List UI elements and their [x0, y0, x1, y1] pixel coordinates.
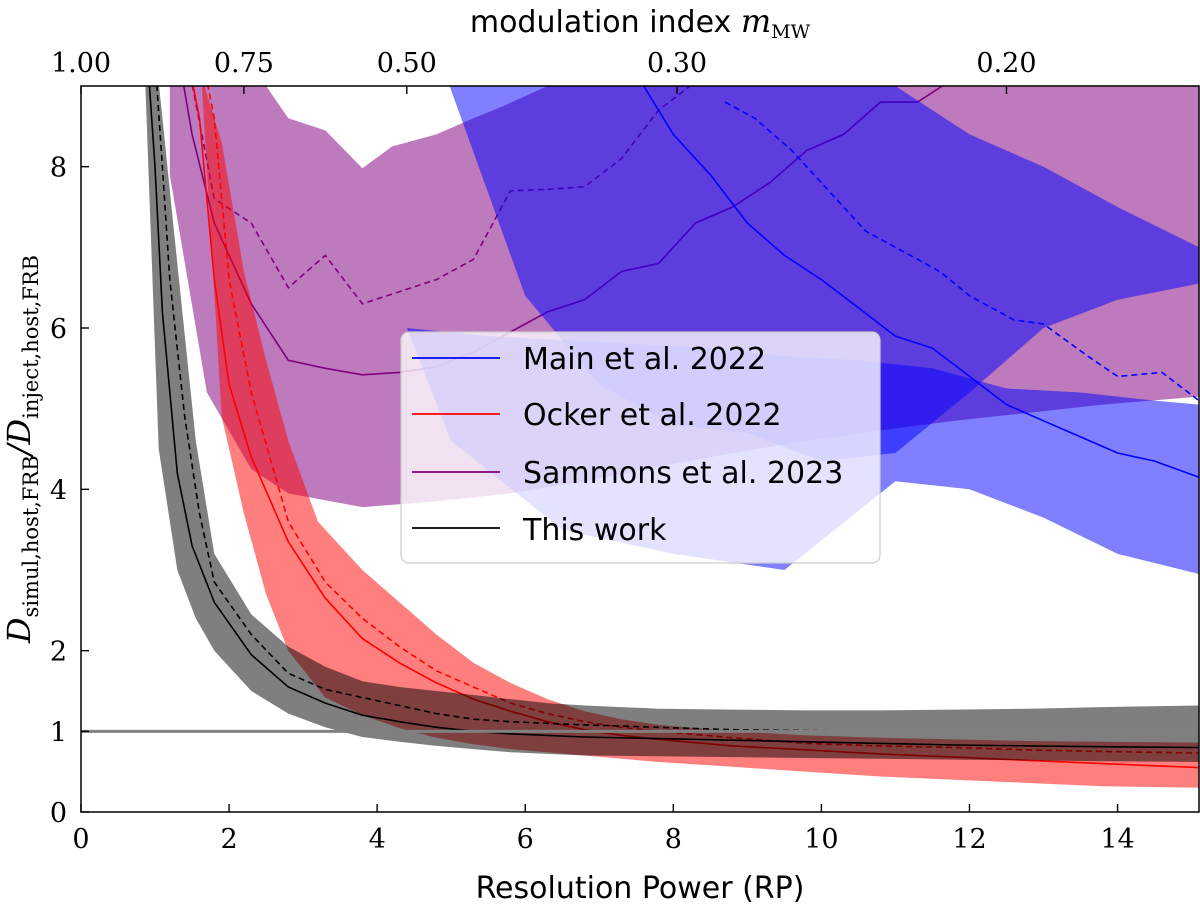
y-axis-label: Dsimul,host,FRB/Dinject,host,FRB: [0, 255, 43, 644]
legend-box: [400, 331, 881, 564]
top-tick-label: 0.75: [214, 48, 274, 79]
y-tick-label: 6: [50, 314, 67, 345]
x-tick-label: 10: [804, 824, 838, 855]
x-tick-label: 0: [72, 824, 89, 855]
y-label-slash: /D: [0, 419, 38, 458]
y-tick-label: 8: [50, 153, 67, 184]
main-et-al-2022-median-line: [643, 86, 1200, 478]
main-et-al-2022-mean-line: [724, 101, 1200, 402]
sammons-et-al-2023-mean-line: [191, 86, 692, 305]
top-tick-label: 0.30: [647, 48, 707, 79]
y-tick-label: 2: [50, 637, 67, 668]
x-tick-label: 12: [952, 824, 986, 855]
top-tick-label: 1.00: [51, 48, 111, 79]
legend-label-this-work: This work: [522, 513, 667, 548]
top-tick-label: 0.20: [976, 48, 1036, 79]
x-tick-label: 4: [369, 824, 386, 855]
x-axis-label: Resolution Power (RP): [476, 871, 805, 906]
top-axis-label-sub: MW: [771, 21, 810, 43]
x-tick-label: 2: [220, 824, 237, 855]
x-tick-label: 14: [1100, 824, 1134, 855]
legend-label-sammons: Sammons et al. 2023: [523, 456, 843, 491]
legend-label-ocker: Ocker et al. 2022: [523, 398, 782, 433]
x-tick-label: 8: [665, 824, 682, 855]
this-work-mean-line: [156, 86, 1199, 733]
plot-frame: [80, 85, 1200, 813]
y-label-den-sub: inject,host,FRB: [19, 255, 43, 419]
y-label-num-sub: simul,host,FRB: [19, 455, 43, 617]
x-tick-label: 6: [517, 824, 534, 855]
top-axis-title: modulation index mMW: [470, 2, 811, 43]
y-tick-label: 4: [50, 475, 67, 506]
y-tick-label: 0: [50, 798, 67, 829]
legend-label-main: Main et al. 2022: [523, 342, 766, 377]
y-tick-label: 1: [50, 717, 67, 748]
legend: Main et al. 2022 Ocker et al. 2022 Sammo…: [400, 331, 881, 564]
top-tick-label: 0.50: [377, 48, 437, 79]
top-axis-label: modulation index: [470, 5, 741, 40]
top-axis-label-math: m: [741, 2, 771, 40]
svg-text:Dsimul,host,FRB/Dinject,host,F: Dsimul,host,FRB/Dinject,host,FRB: [0, 255, 43, 644]
this-work-median-line: [148, 86, 1200, 749]
svg-text:modulation index mMW: modulation index mMW: [470, 2, 811, 43]
y-label-prefix: D: [0, 617, 38, 644]
